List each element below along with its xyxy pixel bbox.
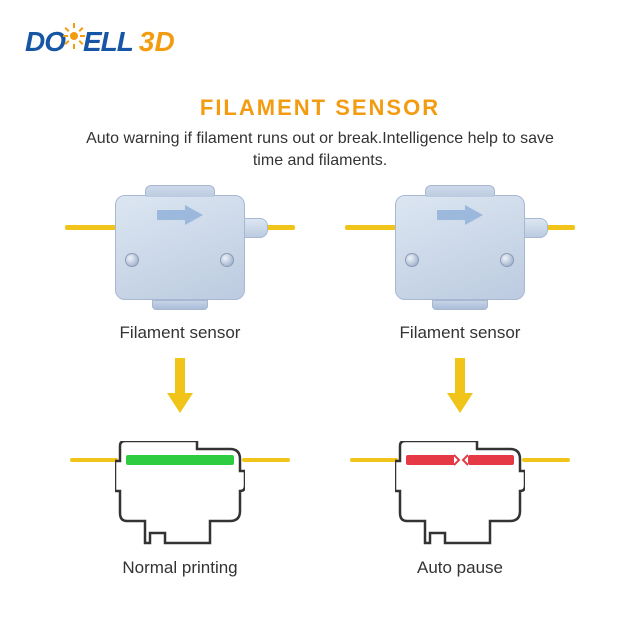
down-arrow-icon xyxy=(165,358,195,418)
status-label-normal: Normal printing xyxy=(122,558,237,578)
sensor-notch xyxy=(425,185,495,197)
sensor-illustration-right xyxy=(340,185,580,315)
logo-part1: DO xyxy=(25,26,65,58)
filament-status-right xyxy=(242,458,290,462)
page-title: FILAMENT SENSOR xyxy=(0,95,640,121)
screw-icon xyxy=(220,253,234,267)
logo: DO ELL 3D xyxy=(25,25,175,58)
sensor-label-right: Filament sensor xyxy=(400,323,521,343)
sun-icon xyxy=(63,23,85,56)
sensor-bottom xyxy=(432,300,488,310)
column-pause: Filament sensor Auto pause xyxy=(330,185,590,578)
diagram-columns: Filament sensor Normal printing xyxy=(0,185,640,578)
status-pause xyxy=(340,433,580,553)
page-subtitle: Auto warning if filament runs out or bre… xyxy=(0,128,640,173)
filament-status-right xyxy=(522,458,570,462)
status-band-normal xyxy=(126,455,234,465)
down-arrow-icon xyxy=(445,358,475,418)
direction-arrow-icon xyxy=(435,203,485,227)
sensor-bottom xyxy=(152,300,208,310)
logo-part2: ELL xyxy=(83,26,133,58)
filament-left-in xyxy=(65,225,120,230)
direction-arrow-icon xyxy=(155,203,205,227)
filament-left-out xyxy=(265,225,295,230)
screw-icon xyxy=(500,253,514,267)
sensor-illustration-left xyxy=(60,185,300,315)
status-normal xyxy=(60,433,300,553)
logo-suffix: 3D xyxy=(139,26,175,58)
status-band-pause-right xyxy=(468,455,514,465)
filament-break-icon xyxy=(454,451,468,469)
status-label-pause: Auto pause xyxy=(417,558,503,578)
screw-icon xyxy=(125,253,139,267)
screw-icon xyxy=(405,253,419,267)
filament-right-in xyxy=(345,225,400,230)
status-band-pause-left xyxy=(406,455,456,465)
sensor-label-left: Filament sensor xyxy=(120,323,241,343)
sensor-notch xyxy=(145,185,215,197)
column-normal: Filament sensor Normal printing xyxy=(50,185,310,578)
filament-right-out xyxy=(545,225,575,230)
filament-status-left xyxy=(350,458,398,462)
filament-status-left xyxy=(70,458,118,462)
